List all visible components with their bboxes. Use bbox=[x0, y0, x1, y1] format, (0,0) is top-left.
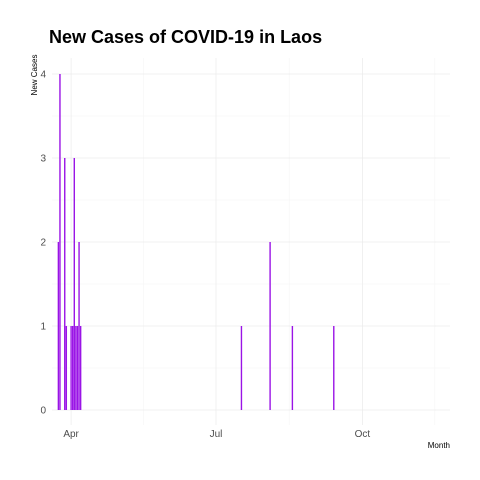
tick-labels: 0 1 2 3 4 Apr Jul Oct bbox=[40, 70, 370, 441]
x-tick-label: Oct bbox=[355, 429, 371, 440]
bar bbox=[65, 326, 68, 410]
bar bbox=[78, 242, 80, 410]
y-tick-label: 0 bbox=[40, 406, 46, 417]
bar bbox=[291, 326, 294, 410]
bar bbox=[79, 326, 82, 410]
chart-title: New Cases of COVID-19 in Laos bbox=[49, 27, 322, 47]
x-tick-label: Apr bbox=[63, 429, 79, 440]
x-tick-label: Jul bbox=[210, 429, 223, 440]
y-tick-label: 4 bbox=[40, 70, 46, 81]
x-axis-title: Month bbox=[428, 441, 450, 450]
y-tick-label: 3 bbox=[40, 154, 46, 165]
bar bbox=[333, 326, 335, 410]
y-tick-label: 1 bbox=[40, 322, 46, 333]
bar bbox=[269, 242, 271, 410]
bar bbox=[240, 326, 243, 410]
grid bbox=[52, 58, 450, 425]
bar bbox=[72, 326, 74, 410]
bar bbox=[73, 158, 75, 410]
y-tick-label: 2 bbox=[40, 238, 46, 249]
bar bbox=[76, 326, 79, 410]
y-axis-title: New Cases bbox=[30, 55, 39, 96]
bar bbox=[64, 158, 66, 410]
bar bbox=[57, 242, 60, 410]
bars bbox=[57, 74, 335, 410]
bar bbox=[59, 74, 61, 410]
bar bbox=[75, 326, 77, 410]
bar bbox=[70, 326, 72, 410]
